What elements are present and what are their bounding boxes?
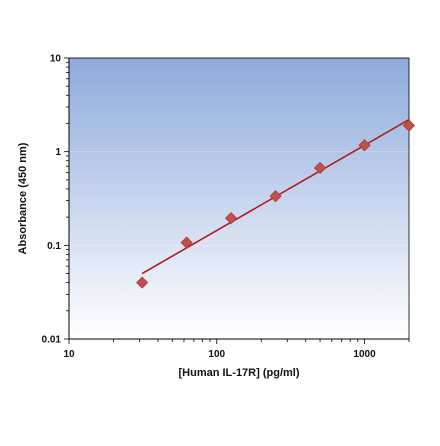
x-tick-label: 100 (208, 349, 225, 360)
y-tick-label: 1 (55, 147, 61, 158)
data-point-4 (313, 161, 327, 175)
y-tick-label: 0.01 (42, 335, 62, 346)
tick-labels: 0.01 0.1 1 10 10 100 1000 (42, 54, 377, 361)
axes (68, 58, 409, 340)
ticks (64, 57, 410, 344)
plot-area (68, 57, 410, 340)
data-points (136, 119, 416, 289)
data-point-5 (358, 139, 371, 152)
data-point-6 (402, 119, 416, 132)
y-axis-title: Absorbance (450 nm) (17, 142, 29, 254)
data-point-3 (269, 190, 282, 203)
data-point-1 (180, 236, 193, 249)
data-point-0 (136, 276, 149, 289)
x-tick-label: 10 (63, 349, 75, 360)
x-axis-title: [Human IL-17R] (pg/ml) (179, 367, 300, 379)
y-tick-label: 0.1 (47, 241, 61, 252)
x-tick-label: 1000 (353, 349, 376, 360)
y-tick-label: 10 (50, 54, 62, 65)
data-point-2 (225, 212, 238, 225)
